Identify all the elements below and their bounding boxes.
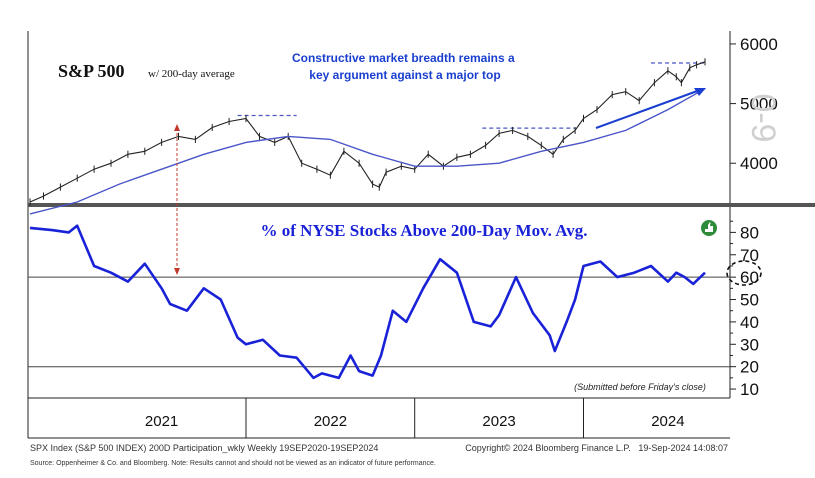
resistance-lines [237,62,705,129]
breadth-annotation: Constructive market breadth remains a ke… [292,51,518,82]
breadth-title: % of NYSE Stocks Above 200-Day Mov. Avg. [261,221,588,240]
sp500-200day-line [29,88,706,215]
source-note: Source: Oppenheimer & Co. and Bloomberg.… [30,460,436,467]
sp500-subtitle: w/ 200-day average [148,68,235,80]
x-tick-label: 2021 [145,413,178,430]
x-axis: 2021 2022 2023 2024 [145,398,685,438]
submitted-note: (Submitted before Friday's close) [574,382,706,392]
sp500-title: S&P 500 [58,61,125,81]
thumb-icon [701,220,717,236]
footer-left-text: SPX Index (S&P 500 INDEX) 200D Participa… [30,443,378,453]
divergence-arrow [174,124,180,275]
y-tick-label: 30 [740,335,759,354]
y-tick-label: 60 [740,268,759,287]
footer-timestamp: 19-Sep-2024 14:08:07 [638,443,728,453]
y-tick-label: 50 [740,291,759,310]
x-tick-label: 2023 [482,413,515,430]
x-tick-label: 2024 [651,413,684,430]
y-tick-label: 5000 [740,95,778,114]
breadth-series [29,224,706,380]
y-tick-label: 40 [740,313,759,332]
sp500-series [29,58,706,215]
breadth-panel: 10 20 30 40 50 60 70 80 % of NYSE Stocks Above … [28,220,762,399]
breadth-line [29,224,706,380]
x-tick-label: 2022 [314,413,347,430]
y-tick-label: 4000 [740,154,778,173]
y-tick-label: 70 [740,246,759,265]
sp500-price-line [29,61,706,203]
trend-arrow [595,88,706,129]
sp500-y-ticks: 4000 5000 6000 [730,35,778,173]
breadth-y-ticks: 10 20 30 40 50 60 70 80 [730,220,759,399]
breadth-reference-lines [28,276,730,368]
y-tick-label: 6000 [740,35,778,54]
y-tick-label: 10 [740,380,759,399]
footer-copyright: Copyright© 2024 Bloomberg Finance L.P. [465,443,631,453]
highlight-60-circle [726,260,762,286]
y-tick-label: 20 [740,358,759,377]
y-tick-label: 80 [740,223,759,242]
side-watermark-text: 0-9 [744,93,782,142]
